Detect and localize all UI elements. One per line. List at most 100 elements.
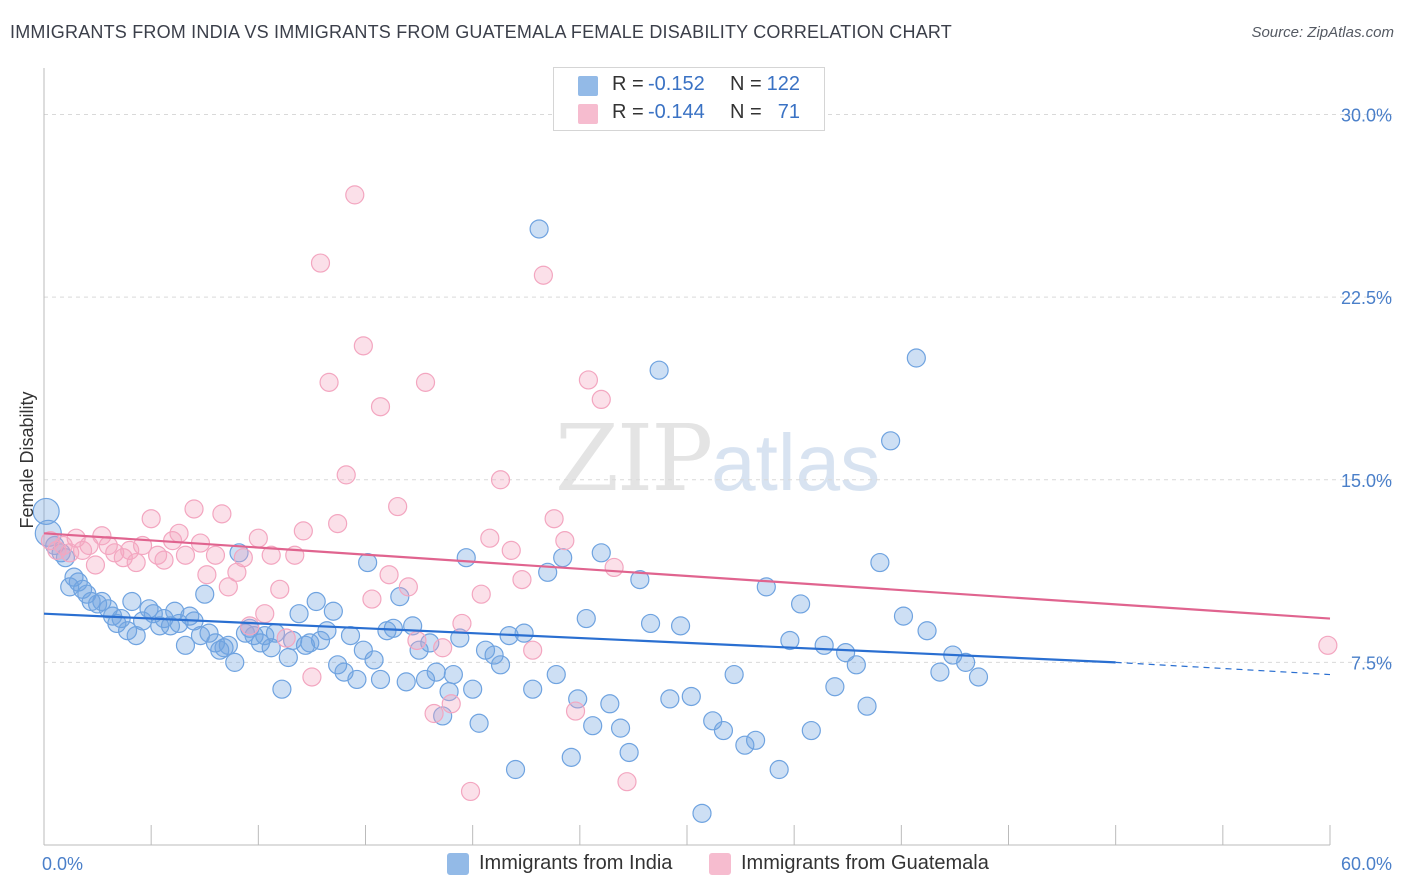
india-point xyxy=(956,652,976,672)
india-point xyxy=(396,672,416,692)
n-label: N = xyxy=(730,73,762,95)
india-point xyxy=(523,679,543,699)
india-point xyxy=(591,543,611,563)
guatemala-point xyxy=(310,253,331,273)
guatemala-point xyxy=(336,465,356,485)
india-point xyxy=(306,591,326,612)
guatemala-point xyxy=(362,589,382,609)
guatemala-point xyxy=(370,397,391,417)
x-tick-label: 60.0% xyxy=(1341,854,1392,874)
india-point xyxy=(703,711,723,731)
guatemala-point xyxy=(452,613,472,634)
guatemala-point xyxy=(433,638,453,658)
india-point xyxy=(670,616,691,636)
india-point xyxy=(32,497,60,526)
india-point xyxy=(175,635,196,655)
india-point xyxy=(505,759,526,780)
guatemala-point xyxy=(40,531,61,551)
india-point xyxy=(323,601,343,621)
guatemala-point xyxy=(276,628,296,648)
india-point xyxy=(370,669,391,690)
india-swatch xyxy=(578,76,598,96)
y-tick-label: 22.5% xyxy=(1341,288,1392,308)
india-point xyxy=(546,664,566,685)
n-label: N = xyxy=(730,101,762,123)
india-point xyxy=(122,591,142,612)
india-point xyxy=(825,677,845,697)
guatemala-point xyxy=(460,781,481,802)
india-point xyxy=(692,803,712,823)
legend-label-india: Immigrants from India xyxy=(479,852,673,874)
guatemala-point xyxy=(255,604,275,624)
guatemala-point xyxy=(345,185,365,205)
guatemala-point xyxy=(113,548,133,568)
india-point xyxy=(640,613,661,634)
india-point xyxy=(289,604,309,624)
india-point xyxy=(463,679,483,699)
tick-labels: 7.5% 15.0% 22.5% 30.0% 0.0% 60.0% Female Disab… xyxy=(17,106,1392,874)
india-point xyxy=(930,662,950,682)
india-point xyxy=(801,720,821,741)
india-point xyxy=(218,635,238,655)
india-trend-extension xyxy=(1115,661,1331,676)
india-point xyxy=(469,713,489,733)
india-point xyxy=(619,742,639,763)
india-point xyxy=(610,718,631,738)
guatemala-point xyxy=(169,523,189,543)
source-note: Source: ZipAtlas.com xyxy=(1251,24,1394,41)
guatemala-point xyxy=(120,540,140,560)
axes xyxy=(43,68,1331,846)
guatemala-point xyxy=(591,389,611,410)
guatemala-point xyxy=(205,545,226,565)
india-point xyxy=(568,689,588,709)
india-point xyxy=(529,219,549,239)
guatemala-point xyxy=(154,550,174,570)
data-points xyxy=(32,185,1338,823)
guatemala-point xyxy=(490,470,511,490)
india-point xyxy=(713,720,734,741)
india-point xyxy=(514,623,534,643)
trend-lines xyxy=(43,532,1331,676)
india-point xyxy=(426,662,446,682)
india-point xyxy=(317,621,337,641)
guatemala-swatch xyxy=(578,104,598,124)
india-point xyxy=(836,643,856,663)
guatemala-point xyxy=(578,370,599,390)
x-tick-label: 0.0% xyxy=(42,854,83,874)
guatemala-point xyxy=(523,640,543,660)
india-point xyxy=(561,747,581,767)
india-point xyxy=(906,348,926,368)
guatemala-point xyxy=(197,565,217,585)
guatemala-point xyxy=(441,694,461,714)
india-point xyxy=(745,730,766,750)
guatemala-point xyxy=(240,616,260,636)
india-point xyxy=(553,548,573,568)
india-point xyxy=(261,638,281,658)
guatemala-point xyxy=(212,504,232,524)
india-point xyxy=(857,696,877,716)
guatemala-point xyxy=(218,577,238,597)
guatemala-point xyxy=(398,577,418,597)
india-point xyxy=(893,606,914,626)
guatemala-point xyxy=(604,557,624,578)
guatemala-point xyxy=(261,545,281,565)
india-point xyxy=(735,735,755,755)
india-point xyxy=(415,669,436,690)
y-tick-label: 15.0% xyxy=(1341,471,1392,491)
india-point xyxy=(310,630,331,651)
guatemala-point xyxy=(233,548,253,568)
r-label: R = xyxy=(612,73,644,95)
n-value-guatemala: 71 xyxy=(777,101,800,123)
y-axis-label: Female Disability xyxy=(17,391,37,528)
guatemala-point xyxy=(328,513,348,534)
india-point xyxy=(917,621,937,641)
india-point xyxy=(870,552,890,573)
india-point xyxy=(272,679,292,699)
y-tick-label: 7.5% xyxy=(1351,653,1392,673)
y-tick-label: 30.0% xyxy=(1341,106,1392,126)
india-point xyxy=(576,608,596,629)
legend-row-guatemala: R = -0.144 N = 71 xyxy=(554,100,822,128)
guatemala-point xyxy=(1318,635,1338,655)
guatemala-point xyxy=(293,521,313,541)
guatemala-point xyxy=(501,540,521,560)
